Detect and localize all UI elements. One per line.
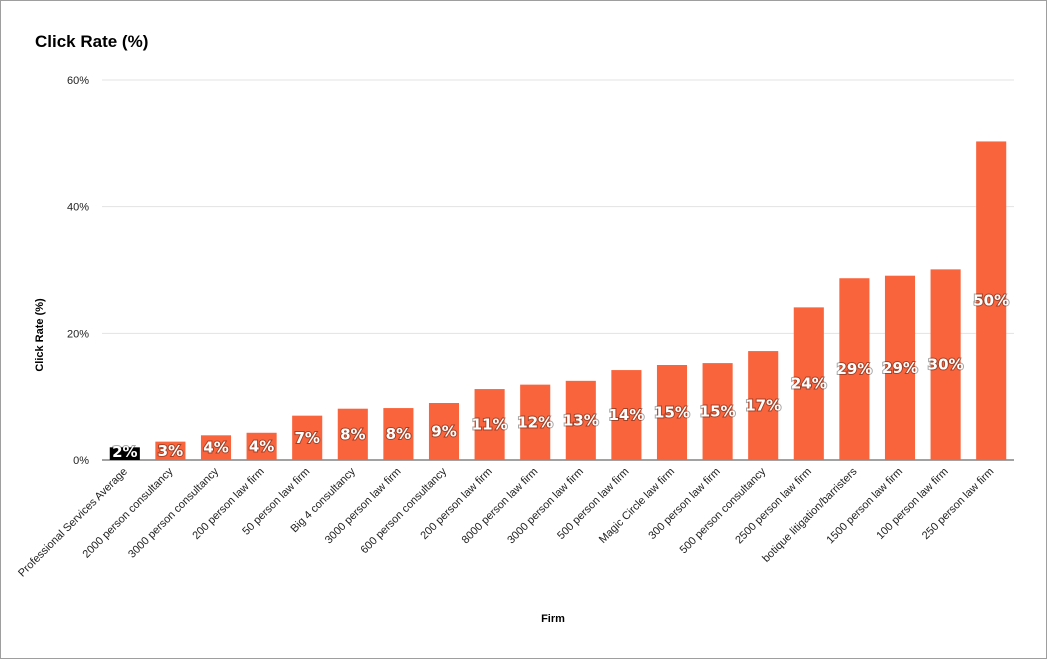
data-label: 4% <box>249 437 274 455</box>
data-label: 4% <box>203 439 228 457</box>
data-label: 29% <box>882 359 918 377</box>
data-label: 8% <box>340 425 365 443</box>
data-labels: 2% 3% 4% 4% 7% 8% 8% 9% 11% 12% 13% 14% 15% 15% 17% 24%… <box>111 291 1010 462</box>
y-tick-label: 60% <box>67 75 89 87</box>
chart-title: Click Rate (%) <box>35 32 149 51</box>
x-axis-title: Firm <box>541 613 565 625</box>
data-label: 11% <box>472 416 508 434</box>
gridlines <box>102 79 1014 461</box>
y-tick-label: 40% <box>67 202 89 214</box>
data-label: 3% <box>158 442 183 460</box>
x-tick-label: 2500 person law firm <box>733 466 814 547</box>
data-label: 30% <box>928 356 964 374</box>
x-tick-label: 2000 person consultancy <box>81 465 176 560</box>
x-tick-label: Magic Circle law firm <box>597 466 677 546</box>
bar <box>611 370 642 460</box>
x-tick-label: 3000 person law firm <box>505 466 586 547</box>
data-label: 24% <box>791 375 827 393</box>
bar <box>337 408 368 460</box>
data-label: 12% <box>517 413 553 431</box>
data-label: 15% <box>654 404 690 422</box>
data-label: 14% <box>608 406 644 424</box>
bar <box>702 363 733 460</box>
bar <box>656 365 688 460</box>
data-label: 2% <box>112 443 137 461</box>
x-tick-label: 1500 person law firm <box>824 466 905 547</box>
data-label: 50% <box>973 292 1009 310</box>
bar <box>200 435 232 460</box>
x-tick-label: 3000 person law firm <box>323 466 404 547</box>
bar <box>976 141 1007 460</box>
bars <box>109 141 1007 460</box>
data-label: 15% <box>700 403 736 421</box>
bar <box>109 447 140 460</box>
bar <box>428 403 460 460</box>
data-label: 29% <box>836 360 872 378</box>
bar <box>292 415 323 460</box>
bar <box>839 278 870 460</box>
x-tick-label: 500 person consultancy <box>678 465 769 556</box>
data-label: 9% <box>431 423 456 441</box>
y-tick-label: 20% <box>67 328 89 340</box>
bar <box>793 307 824 460</box>
data-label: 7% <box>294 429 319 447</box>
y-axis-title: Click Rate (%) <box>34 298 46 372</box>
y-tick-labels: 0% 20% 40% 60% <box>67 75 89 467</box>
data-label: 8% <box>386 425 411 443</box>
bar <box>383 408 414 460</box>
data-label: 17% <box>745 397 781 415</box>
x-tick-label: 8000 person law firm <box>460 466 541 547</box>
data-label: 13% <box>563 411 599 429</box>
bar <box>930 269 961 460</box>
bar <box>884 275 916 460</box>
x-tick-label: botique litigation/barristers <box>760 465 860 565</box>
bar <box>565 380 596 460</box>
bar <box>155 441 186 460</box>
bar <box>246 432 277 460</box>
x-tick-label: 3000 person consultancy <box>126 465 221 560</box>
bar <box>748 351 779 460</box>
x-tick-label: 600 person consultancy <box>358 465 449 556</box>
bar <box>474 389 505 460</box>
y-tick-label: 0% <box>73 455 89 467</box>
bar <box>520 384 551 460</box>
